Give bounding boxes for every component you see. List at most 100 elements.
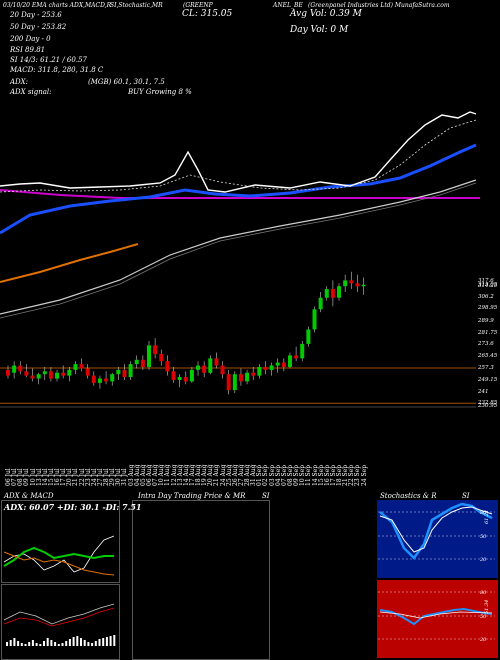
macd-histogram-bar	[83, 640, 86, 646]
candle-body	[202, 365, 207, 373]
macd-histogram-bar	[72, 637, 75, 646]
candle	[226, 369, 231, 395]
candle-body	[220, 365, 225, 375]
macd-histogram-bar	[80, 638, 82, 646]
stoch-info-line: SI 14/3: 61.21 / 60.57	[10, 56, 87, 64]
candle	[104, 371, 109, 385]
ema-long-line-a	[0, 179, 477, 315]
candle	[238, 368, 243, 386]
adx-values: (MGB) 60.1, 30.1, 7.5	[88, 78, 165, 86]
rsi-line	[379, 607, 493, 626]
candle	[153, 338, 158, 359]
rsi-scale-20: 20	[480, 637, 487, 643]
stochastics-panel	[377, 500, 498, 578]
adx-readout: ADX: 60.07 +DI: 30.1 -DI: 7.51	[4, 502, 142, 512]
candle-body	[97, 378, 102, 383]
candle-body	[269, 365, 274, 370]
candle	[232, 371, 237, 393]
candle-body	[128, 364, 133, 378]
candle-body	[318, 297, 323, 310]
candle-body	[67, 369, 72, 376]
candle	[287, 352, 292, 369]
macd-histogram-bar	[87, 642, 90, 646]
candle-body	[165, 361, 170, 372]
adx-panel	[1, 500, 120, 583]
candle	[245, 369, 250, 385]
candle	[337, 283, 342, 301]
candle-body	[294, 355, 299, 359]
macd-histogram-bar	[57, 644, 60, 646]
macd-histogram-bar	[113, 635, 116, 646]
price-tick-label: 315.05	[478, 281, 498, 288]
candle-body	[159, 353, 164, 362]
candle-body	[183, 377, 188, 382]
price-tick-label: 289.9	[478, 317, 494, 324]
price-tick-label: 241	[478, 388, 489, 395]
macd-histogram-bar	[109, 636, 112, 646]
candle-body	[306, 329, 311, 344]
dma-200: 200 Day - 0	[10, 35, 51, 43]
price-tick-label: 232.85	[478, 400, 498, 407]
candle	[306, 326, 311, 347]
candle	[281, 358, 286, 372]
candle-body	[12, 365, 17, 373]
candle-body	[140, 359, 145, 367]
candle	[85, 364, 90, 379]
candle-body	[343, 280, 348, 287]
candle-body	[177, 377, 182, 380]
macd-histogram-bar	[50, 640, 53, 646]
candle-body	[6, 369, 10, 376]
candle-body	[245, 372, 250, 382]
price-tick-label: 257.3	[478, 364, 494, 371]
macd-histogram-bar	[98, 639, 101, 646]
macd-histogram-bar	[65, 641, 68, 646]
macd-histogram-bar	[9, 640, 12, 646]
macd-histogram-bar	[24, 644, 27, 646]
macd-histogram-bar	[6, 642, 8, 646]
candle	[189, 366, 194, 383]
candle-body	[146, 345, 151, 367]
candle	[6, 365, 10, 379]
macd-histogram-bar	[61, 643, 64, 646]
header-code-line: 03/10/20 EMA charts ADX,MACD,R	[3, 2, 112, 9]
candle-body	[122, 369, 127, 378]
candle	[349, 271, 354, 290]
candle	[159, 349, 164, 366]
minus-di-line	[3, 551, 115, 576]
candle	[91, 371, 96, 386]
macd-histogram-bar	[46, 638, 49, 646]
macd-histogram-bar	[17, 641, 20, 646]
intraday-panel-title: Intra Day Trading Price & MR	[138, 492, 246, 500]
candle-body	[153, 345, 158, 354]
candle	[97, 375, 102, 389]
stoch-value: 61.21	[484, 509, 490, 524]
candle	[355, 274, 360, 292]
macd-histogram-bar	[105, 637, 108, 646]
candle	[36, 372, 41, 385]
header-anel-line: ANEL_BE	[273, 2, 303, 9]
macd-histogram-bar	[43, 641, 45, 646]
candle-body	[171, 371, 176, 380]
mrsi-line	[379, 611, 493, 619]
price-tick-label: 249.15	[478, 376, 498, 383]
candle	[18, 361, 23, 375]
candle	[202, 361, 207, 378]
adx-signal-label: ADX signal:	[10, 88, 52, 96]
ema-orange-line	[0, 243, 139, 283]
candle	[177, 374, 182, 388]
candle	[73, 361, 78, 375]
header-name-line: (GREENP	[183, 2, 213, 9]
candle	[67, 366, 72, 382]
candle	[79, 358, 84, 372]
ema-magenta-line	[0, 189, 480, 199]
candle-body	[281, 362, 286, 367]
stoch-scale-80: 80	[480, 510, 487, 516]
plus-di-line	[3, 546, 114, 567]
candle	[42, 366, 47, 380]
macd-histogram-bar	[20, 643, 23, 646]
price-tick-label: 265.45	[478, 353, 498, 360]
macd-histogram-bar	[54, 642, 57, 646]
macd-histogram-bar	[102, 638, 105, 646]
candle-body	[226, 374, 231, 391]
